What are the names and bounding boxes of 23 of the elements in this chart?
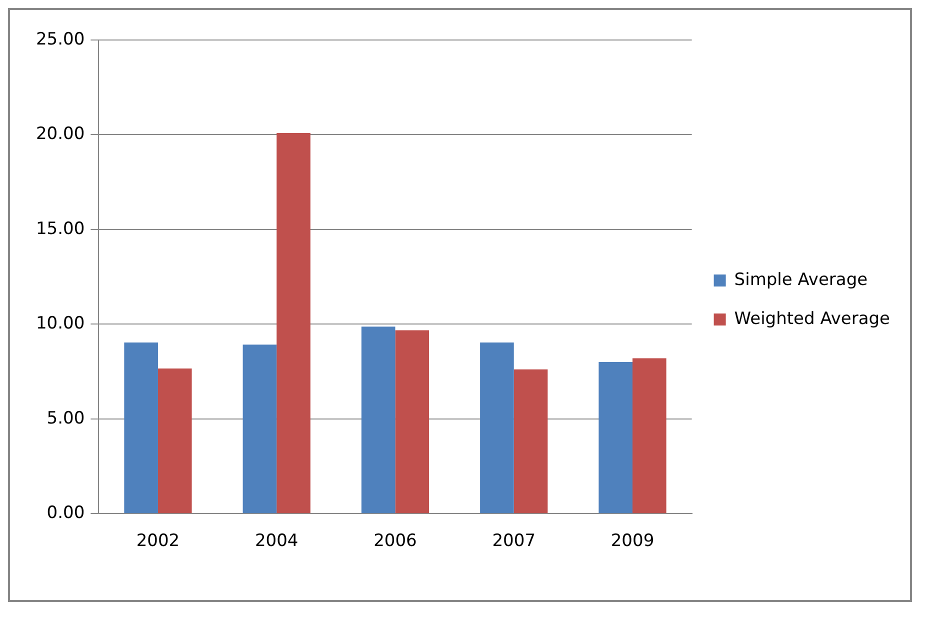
- x-tick-label: 2006: [374, 531, 417, 552]
- x-tick-label: 2002: [136, 531, 180, 552]
- bar: [514, 369, 548, 514]
- bar: [361, 326, 396, 514]
- y-tick-label: 25.00: [36, 29, 85, 50]
- y-tick-label: 20.00: [36, 124, 85, 144]
- x-tick-label: 2007: [492, 531, 536, 552]
- y-tick-label: 10.00: [36, 314, 85, 334]
- bar: [632, 358, 666, 514]
- y-tick-label: 5.00: [46, 408, 85, 428]
- y-tick-label: 0.00: [46, 503, 85, 524]
- x-tick-label: 2004: [254, 531, 298, 552]
- bar: [480, 342, 514, 514]
- bar: [158, 368, 192, 514]
- bar: [242, 344, 277, 514]
- legend-label: Weighted Average: [734, 308, 890, 329]
- legend-label: Simple Average: [734, 270, 868, 290]
- bar: [124, 342, 158, 514]
- bar: [395, 330, 430, 514]
- bar: [276, 133, 310, 514]
- x-tick-label: 2009: [610, 531, 654, 552]
- bar: [598, 362, 632, 514]
- y-tick-label: 15.00: [36, 218, 85, 239]
